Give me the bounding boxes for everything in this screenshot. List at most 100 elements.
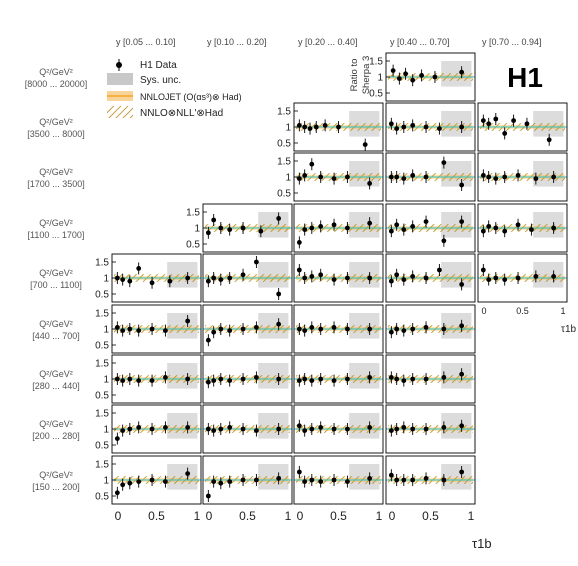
data-point-3-1-1	[211, 217, 217, 223]
data-point-1-4-0	[480, 118, 486, 123]
data-point-1-2-4	[322, 123, 328, 128]
data-point-1-3-6	[459, 124, 465, 130]
data-point-5-3-2	[401, 328, 407, 333]
data-point-4-4-1	[486, 277, 492, 282]
data-point-8-3-6	[459, 469, 465, 475]
row-header-q2-1: Q²/GeV²	[39, 117, 73, 127]
data-point-6-1-2	[218, 376, 224, 382]
column-header-4: y [0.70 ... 0.94]	[482, 37, 542, 47]
data-point-2-3-0	[388, 174, 394, 180]
row-header-q2-7: Q²/GeV²	[39, 419, 73, 429]
panel-7-3	[385, 404, 476, 454]
data-point-6-3-0	[388, 375, 394, 380]
data-point-5-1-6	[276, 321, 282, 327]
data-point-6-0-4	[149, 378, 155, 383]
data-point-2-2-5	[345, 174, 350, 180]
data-point-6-3-1	[394, 376, 400, 382]
data-point-3-3-0	[388, 228, 394, 234]
y-tick-label-4-0-0: 0.5	[95, 290, 109, 301]
column-header-3: y [0.40 ... 0.70]	[390, 37, 450, 47]
data-point-4-0-4	[149, 280, 155, 286]
y-tick-label-1-2-2: 1.5	[277, 107, 291, 118]
column-header-0: y [0.05 ... 0.10]	[116, 37, 176, 47]
data-point-4-4-6	[551, 274, 557, 279]
y-tick-label-2-2-2: 1.5	[277, 157, 291, 168]
data-point-5-1-0	[205, 337, 211, 343]
row-header-q2-3: Q²/GeV²	[39, 218, 73, 228]
data-point-6-0-3	[136, 378, 142, 383]
data-point-7-0-4	[149, 426, 155, 432]
data-point-6-1-0	[205, 379, 211, 385]
data-point-4-1-5	[254, 259, 259, 265]
data-point-1-3-0	[388, 121, 394, 127]
data-point-8-0-2	[127, 480, 133, 486]
data-point-6-2-5	[345, 376, 350, 382]
data-point-4-3-4	[423, 275, 429, 281]
data-point-2-2-4	[331, 176, 337, 182]
x-tick-label-2-2: 1	[376, 509, 383, 523]
data-point-2-3-3	[410, 173, 416, 178]
data-point-0-3-3	[410, 77, 416, 83]
data-point-1-3-2	[401, 124, 407, 130]
data-point-7-0-6	[185, 425, 191, 430]
data-point-3-4-1	[486, 224, 492, 229]
y-tick-label-3-1-2: 1.5	[186, 208, 200, 219]
data-point-4-1-2	[218, 277, 224, 282]
data-point-5-1-4	[240, 326, 246, 332]
row-header-range-3: [1100 ... 1700]	[28, 230, 85, 240]
panel-8-0: 0.5 1 1.5	[95, 455, 202, 505]
data-point-2-4-6	[551, 174, 557, 180]
data-point-5-0-6	[185, 318, 191, 324]
data-point-1-4-6	[546, 137, 552, 143]
panel-7-0: 0.5 1 1.5	[95, 404, 202, 454]
row-header-q2-2: Q²/GeV²	[39, 167, 73, 177]
data-point-6-0-6	[185, 376, 191, 382]
data-point-2-2-6	[367, 181, 373, 186]
data-point-3-4-2	[493, 225, 499, 231]
data-point-4-1-0	[205, 278, 211, 284]
panel-3-1: 0.5 1 1.5	[186, 203, 293, 253]
y-tick-label-1-2-1: 1	[285, 123, 291, 134]
data-point-4-3-6	[459, 282, 465, 287]
data-point-8-0-6	[185, 471, 191, 476]
data-point-6-3-5	[441, 375, 447, 380]
data-point-8-0-1	[120, 482, 126, 488]
data-point-6-2-3	[318, 376, 324, 382]
column-headers: y [0.05 ... 0.10] y [0.10 ... 0.20] y [0.2…	[116, 37, 542, 47]
row-header-range-4: [700 ... 1100]	[30, 280, 82, 290]
panel-3-3	[385, 203, 476, 253]
data-point-3-1-3	[227, 227, 233, 233]
panel-4-1	[202, 253, 293, 303]
data-point-5-1-2	[218, 326, 224, 332]
data-point-5-1-3	[227, 328, 233, 333]
y-tick-label-0-3-0: 0.5	[369, 89, 383, 100]
data-point-2-4-5	[533, 176, 539, 182]
data-point-4-4-3	[502, 277, 508, 282]
data-point-2-3-5	[441, 160, 447, 166]
data-point-4-1-1	[211, 275, 217, 281]
data-point-6-0-1	[120, 378, 126, 383]
data-point-7-0-2	[127, 426, 133, 432]
x-axis-label-secondary: τ1b	[561, 324, 577, 335]
data-point-7-0-5	[163, 425, 168, 430]
row-header-range-7: [200 ... 280]	[32, 431, 80, 441]
data-point-3-2-1	[302, 227, 308, 233]
panel-1-3	[385, 102, 476, 152]
data-point-7-2-1	[302, 428, 308, 433]
panel-6-3	[385, 354, 476, 404]
data-point-4-0-1	[120, 277, 126, 282]
data-point-3-4-5	[529, 227, 534, 233]
y-tick-label-4-0-1: 1	[103, 274, 109, 285]
panel-8-1	[202, 455, 293, 505]
data-point-5-3-4	[423, 325, 429, 330]
data-point-0-3-0	[390, 68, 396, 73]
legend-sys-unc-swatch	[107, 73, 133, 85]
data-point-6-1-3	[227, 378, 233, 383]
data-point-5-2-4	[331, 325, 337, 330]
data-point-3-1-0	[205, 230, 211, 236]
x-tick-label-0-1: 0.5	[148, 509, 165, 523]
data-point-1-3-4	[423, 124, 429, 130]
data-point-7-3-1	[394, 426, 400, 432]
panel-5-1	[202, 304, 293, 354]
x-tick-label-1-0: 0	[206, 509, 213, 523]
